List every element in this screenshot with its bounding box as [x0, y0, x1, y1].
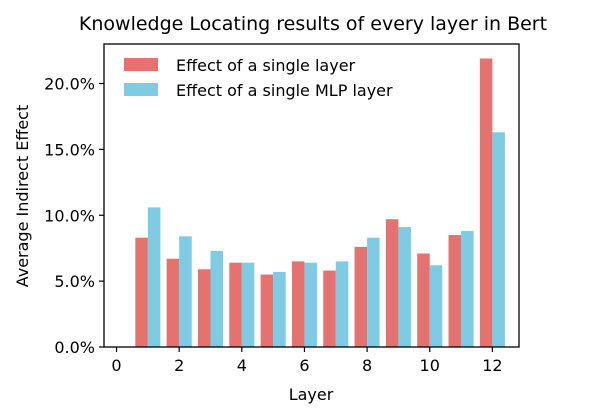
- legend-label-series2: Effect of a single MLP layer: [176, 81, 393, 100]
- bar-series1-layer-3: [197, 269, 211, 347]
- legend-label-series1: Effect of a single layer: [176, 56, 356, 75]
- bar-series2-layer-6: [304, 262, 317, 347]
- bar-series2-layer-7: [335, 261, 349, 347]
- x-tick-label-0: 0: [111, 356, 121, 375]
- bar-series1-layer-4: [229, 262, 242, 347]
- bar-series2-layer-11: [461, 231, 474, 347]
- y-tick-label-5: 5.0%: [54, 272, 95, 291]
- x-axis-label: Layer: [289, 385, 334, 404]
- bar-series1-layer-5: [260, 274, 274, 347]
- bar-series1-layer-2: [166, 258, 180, 347]
- bar-series2-layer-3: [210, 250, 224, 347]
- bar-series1-layer-8: [354, 246, 368, 347]
- bar-series1-layer-10: [417, 253, 430, 347]
- y-tick-label-20: 20.0%: [44, 75, 95, 94]
- y-axis-ticks: 0.0% 5.0% 10.0% 15.0% 20.0%: [44, 75, 104, 357]
- bar-series2-layer-9: [398, 227, 411, 347]
- bar-series1-layer-1: [135, 237, 148, 347]
- legend-swatch-series2: [124, 83, 158, 96]
- y-tick-label-10: 10.0%: [44, 206, 95, 225]
- bar-series1-layer-6: [291, 261, 305, 347]
- x-axis-ticks: 0 2 4 6 8 10 12: [111, 347, 503, 375]
- bar-series1-layer-11: [448, 235, 462, 347]
- x-tick-label-6: 6: [299, 356, 309, 375]
- legend: Effect of a single layer Effect of a sing…: [124, 56, 393, 100]
- y-axis-label: Average Indirect Effect: [13, 105, 32, 288]
- bars-group: [135, 58, 505, 348]
- bar-series2-layer-2: [179, 236, 192, 347]
- x-tick-label-8: 8: [362, 356, 372, 375]
- bar-series2-layer-12: [492, 132, 505, 347]
- y-tick-label-15: 15.0%: [44, 140, 95, 159]
- bar-series2-layer-1: [147, 207, 161, 347]
- bar-series1-layer-9: [385, 219, 399, 347]
- legend-swatch-series1: [124, 58, 158, 71]
- x-tick-label-10: 10: [420, 356, 440, 375]
- chart-title: Knowledge Locating results of every laye…: [79, 13, 547, 35]
- plot-frame: [103, 43, 520, 348]
- bar-series1-layer-7: [323, 270, 336, 347]
- x-tick-label-12: 12: [482, 356, 502, 375]
- bar-series2-layer-8: [367, 237, 380, 347]
- x-tick-label-4: 4: [237, 356, 247, 375]
- bar-series2-layer-10: [429, 265, 443, 347]
- y-tick-label-0: 0.0%: [54, 338, 95, 357]
- x-tick-label-2: 2: [174, 356, 184, 375]
- bar-series2-layer-4: [241, 262, 255, 347]
- bar-series1-layer-12: [479, 58, 493, 348]
- bar-series2-layer-5: [273, 271, 286, 347]
